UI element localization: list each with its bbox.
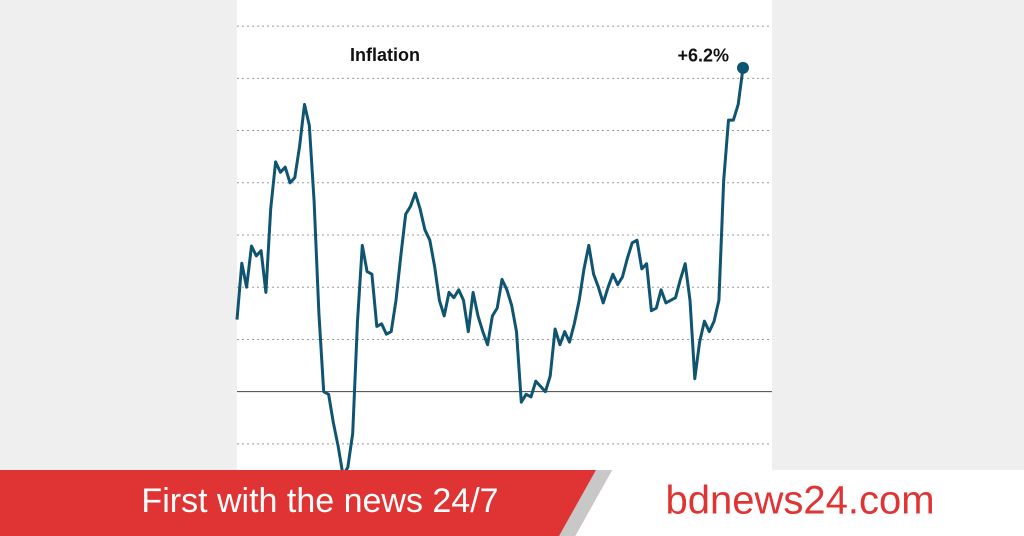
banner: First with the news 24/7 bdnews24.com — [0, 470, 1024, 536]
banner-red — [0, 470, 612, 536]
inflation-line — [235, 67, 745, 477]
end-point — [737, 61, 749, 74]
banner-tagline: First with the news 24/7 — [141, 482, 498, 520]
value-label: +6.2% — [677, 46, 729, 66]
banner-stripe — [559, 470, 612, 536]
chart-annotation: Inflation — [350, 45, 420, 65]
plot: +6.2% — [235, 25, 772, 477]
banner-brand: bdnews24.com — [665, 479, 934, 523]
